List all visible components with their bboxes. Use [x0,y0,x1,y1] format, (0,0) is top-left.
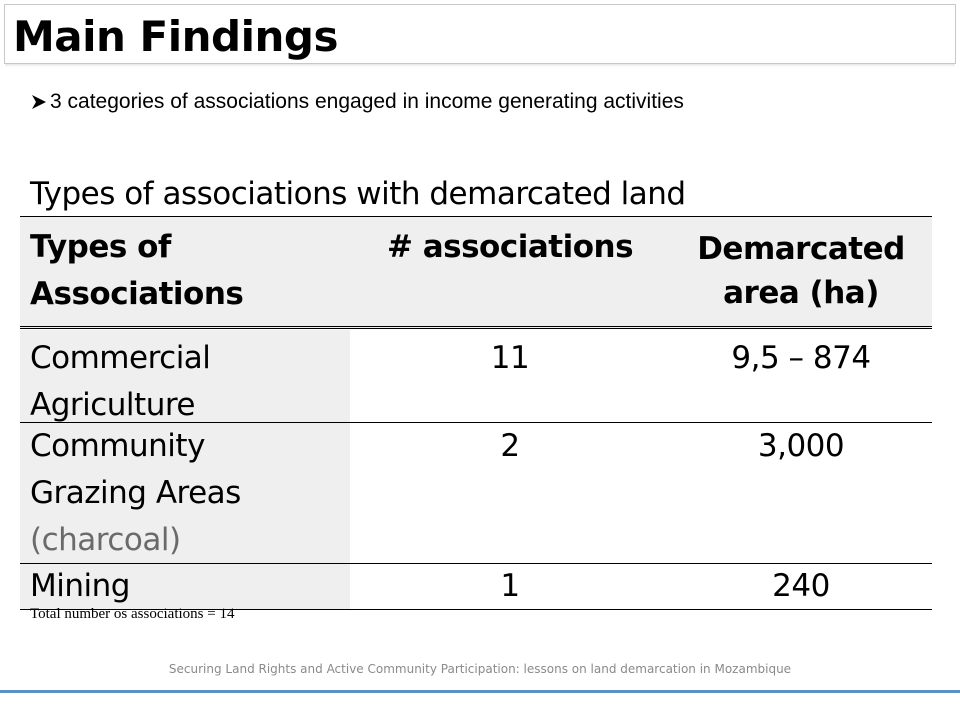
title-box: Main Findings [4,4,956,67]
header-count: # associations [386,229,634,265]
table-row: Mining 1 240 [20,564,932,610]
associations-table: Types of Associations # associations Dem… [20,216,932,610]
arrow-bullet-icon [32,95,46,109]
table-header-row: Types of Associations # associations Dem… [20,217,932,329]
cell-count: 2 [500,428,520,464]
cell-count: 11 [490,340,530,376]
cell-area: 3,000 [757,428,845,464]
cell-type-line: (charcoal) [30,522,181,558]
header-area-line: area (ha) [723,275,879,311]
header-area-line: Demarcated [697,231,905,267]
cell-type-line: Commercial [30,340,211,376]
bullet-text: 3 categories of associations engaged in … [50,90,684,113]
cell-type-line: Community [30,428,205,464]
header-types: Types of Associations [20,224,350,326]
cell-count: 1 [500,568,520,604]
bullet-item: 3 categories of associations engaged in … [30,90,684,114]
slide-title: Main Findings [13,12,338,61]
header-types-line: Associations [30,276,244,312]
cell-type: Community Grazing Areas (charcoal) [20,423,350,563]
cell-type: Commercial Agriculture [20,330,350,423]
header-area: Demarcated area (ha) [670,224,932,326]
cell-area: 240 [772,568,830,604]
cell-area: 9,5 – 874 [731,340,871,376]
cell-type-line: Agriculture [30,387,196,423]
table-footnote: Total number os associations = 14 [30,606,235,622]
table-caption: Types of associations with demarcated la… [30,176,686,212]
cell-type: Mining [20,564,350,609]
footer-divider [0,690,960,693]
header-types-line: Types of [30,229,171,265]
table-row: Community Grazing Areas (charcoal) 2 3,0… [20,423,932,564]
cell-type-line: Grazing Areas [30,475,241,511]
table-row: Commercial Agriculture 11 9,5 – 874 [20,330,932,423]
slide-footer: Securing Land Rights and Active Communit… [168,662,792,676]
